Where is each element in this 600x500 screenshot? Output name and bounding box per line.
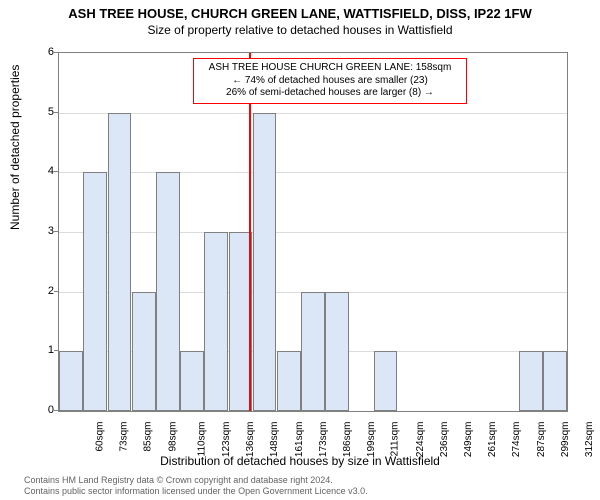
y-tick-mark: [54, 350, 58, 351]
x-tick-label: 261sqm: [487, 422, 498, 458]
x-tick-label: 98sqm: [167, 422, 178, 452]
x-tick-label: 274sqm: [511, 422, 522, 458]
chart-title-block: ASH TREE HOUSE, CHURCH GREEN LANE, WATTI…: [0, 0, 600, 37]
histogram-bar: [325, 292, 349, 411]
histogram-bar: [156, 172, 180, 411]
x-tick-label: 85sqm: [143, 422, 154, 452]
x-tick-label: 312sqm: [584, 422, 595, 458]
gridline: [59, 172, 567, 173]
x-tick-label: 287sqm: [536, 422, 547, 458]
histogram-bar: [83, 172, 107, 411]
x-tick-label: 199sqm: [366, 422, 377, 458]
y-tick-mark: [54, 231, 58, 232]
x-tick-label: 236sqm: [439, 422, 450, 458]
y-tick-label: 2: [34, 285, 54, 297]
property-annotation-box: ASH TREE HOUSE CHURCH GREEN LANE: 158sqm…: [193, 58, 467, 104]
y-tick-mark: [54, 112, 58, 113]
x-tick-label: 161sqm: [294, 422, 305, 458]
y-tick-label: 3: [34, 225, 54, 237]
histogram-bar: [543, 351, 567, 411]
x-tick-label: 136sqm: [245, 422, 256, 458]
x-tick-label: 211sqm: [390, 422, 401, 457]
histogram-bar: [277, 351, 301, 411]
chart-plot-area: ASH TREE HOUSE CHURCH GREEN LANE: 158sqm…: [58, 52, 568, 412]
histogram-bar: [108, 113, 132, 411]
annotation-line-1: ASH TREE HOUSE CHURCH GREEN LANE: 158sqm: [200, 62, 460, 75]
x-tick-label: 173sqm: [318, 422, 329, 458]
annotation-line-2: ← 74% of detached houses are smaller (23…: [200, 75, 460, 88]
title-line-1: ASH TREE HOUSE, CHURCH GREEN LANE, WATTI…: [0, 6, 600, 21]
y-tick-label: 5: [34, 106, 54, 118]
gridline: [59, 113, 567, 114]
x-tick-label: 123sqm: [221, 422, 232, 458]
gridline: [59, 232, 567, 233]
histogram-bar: [132, 292, 156, 411]
histogram-bar: [301, 292, 325, 411]
histogram-bar: [519, 351, 543, 411]
y-tick-mark: [54, 410, 58, 411]
property-marker-line: [249, 53, 251, 411]
x-tick-label: 60sqm: [95, 422, 106, 452]
y-tick-label: 1: [34, 344, 54, 356]
y-tick-mark: [54, 52, 58, 53]
x-tick-label: 186sqm: [342, 422, 353, 458]
footer-line-1: Contains HM Land Registry data © Crown c…: [24, 475, 368, 485]
annotation-line-3: 26% of semi-detached houses are larger (…: [200, 87, 460, 100]
x-tick-label: 110sqm: [196, 422, 207, 457]
y-tick-label: 4: [34, 165, 54, 177]
x-tick-label: 148sqm: [270, 422, 281, 458]
footer-attribution: Contains HM Land Registry data © Crown c…: [24, 475, 368, 496]
histogram-bar: [59, 351, 83, 411]
x-tick-label: 224sqm: [415, 422, 426, 458]
x-tick-label: 249sqm: [463, 422, 474, 458]
y-tick-label: 0: [34, 404, 54, 416]
y-tick-mark: [54, 171, 58, 172]
title-line-2: Size of property relative to detached ho…: [0, 23, 600, 37]
histogram-bar: [253, 113, 277, 411]
y-tick-mark: [54, 291, 58, 292]
y-tick-label: 6: [34, 46, 54, 58]
histogram-bar: [204, 232, 228, 411]
histogram-bar: [180, 351, 204, 411]
histogram-bar: [374, 351, 398, 411]
footer-line-2: Contains public sector information licen…: [24, 486, 368, 496]
y-axis-label: Number of detached properties: [8, 65, 22, 230]
x-tick-label: 73sqm: [119, 422, 130, 452]
x-tick-label: 299sqm: [560, 422, 571, 458]
